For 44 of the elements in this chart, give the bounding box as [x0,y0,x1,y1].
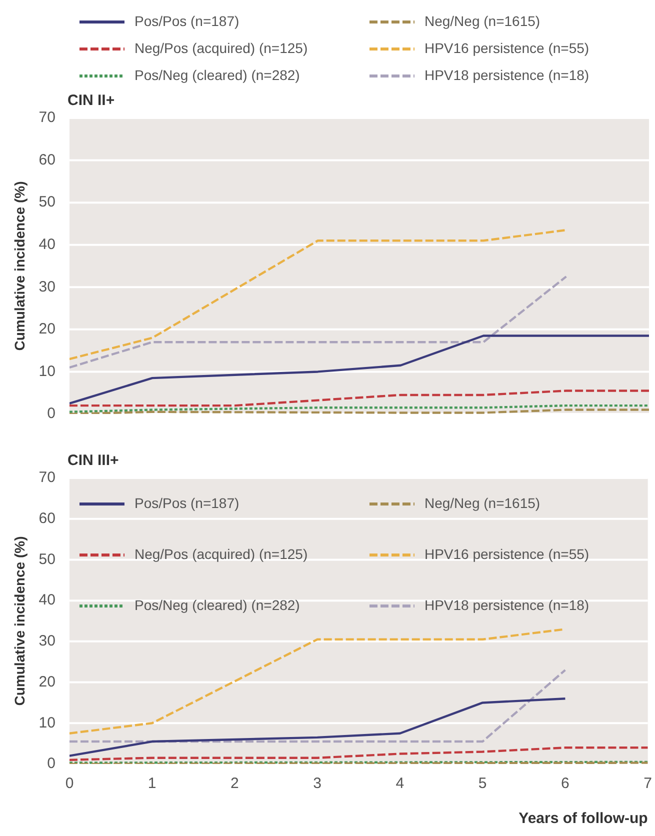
y-tick-label: 40 [38,592,56,609]
legend-label: Neg/Neg (n=1615) [424,494,540,511]
y-tick-label: 50 [38,550,56,568]
legend-label: Neg/Pos (acquired) (n=125) [134,546,308,562]
y-tick-label: 70 [38,469,56,486]
legend-label: Pos/Neg (cleared) (n=282) [134,66,300,83]
x-tick-label: 0 [65,775,74,792]
legend-label: Neg/Pos (acquired) (n=125) [134,40,308,56]
y-axis-title: Cumulative incidence (%) [11,536,28,706]
line-series [69,746,648,762]
y-tick-label: 30 [38,632,56,650]
legend-label: Pos/Pos (n=187) [134,494,240,511]
y-tick-label: 0 [47,755,56,772]
x-axis-title: Years of follow-up [518,810,648,828]
legend-label: Neg/Neg (n=1615) [424,12,540,29]
y-tick-label: 50 [38,194,56,211]
y-tick-label: 10 [38,362,56,380]
y-tick-label: 30 [38,278,56,296]
legend-label: Pos/Neg (cleared) (n=282) [134,596,300,613]
x-tick-label: 4 [396,775,404,792]
line-series [69,228,568,360]
x-tick-label: 2 [230,775,239,792]
legend-label: Pos/Pos (n=187) [134,12,240,29]
y-tick-label: 10 [38,714,56,732]
line-series [69,404,649,413]
x-tick-label: 1 [148,775,156,792]
chart-title: CIN III+ [67,452,119,469]
y-tick-label: 20 [38,673,56,690]
y-tick-label: 60 [38,510,56,527]
y-axis-title: Cumulative incidence (%) [11,181,28,351]
legend-label: HPV16 persistence (n=55) [424,546,590,562]
x-tick-label: 6 [561,775,570,792]
legend-label: HPV18 persistence (n=18) [424,596,590,613]
y-tick-label: 70 [38,109,56,126]
chart-title: CIN II+ [67,92,115,109]
legend-label: HPV16 persistence (n=55) [424,40,590,56]
x-tick-label: 3 [313,775,322,792]
y-tick-label: 0 [47,405,56,422]
legend-label: HPV18 persistence (n=18) [424,66,590,83]
x-tick-label: 7 [644,775,652,792]
y-tick-label: 40 [38,236,56,253]
x-tick-label: 5 [478,775,487,792]
y-tick-label: 20 [38,320,56,338]
y-tick-label: 60 [38,151,56,168]
